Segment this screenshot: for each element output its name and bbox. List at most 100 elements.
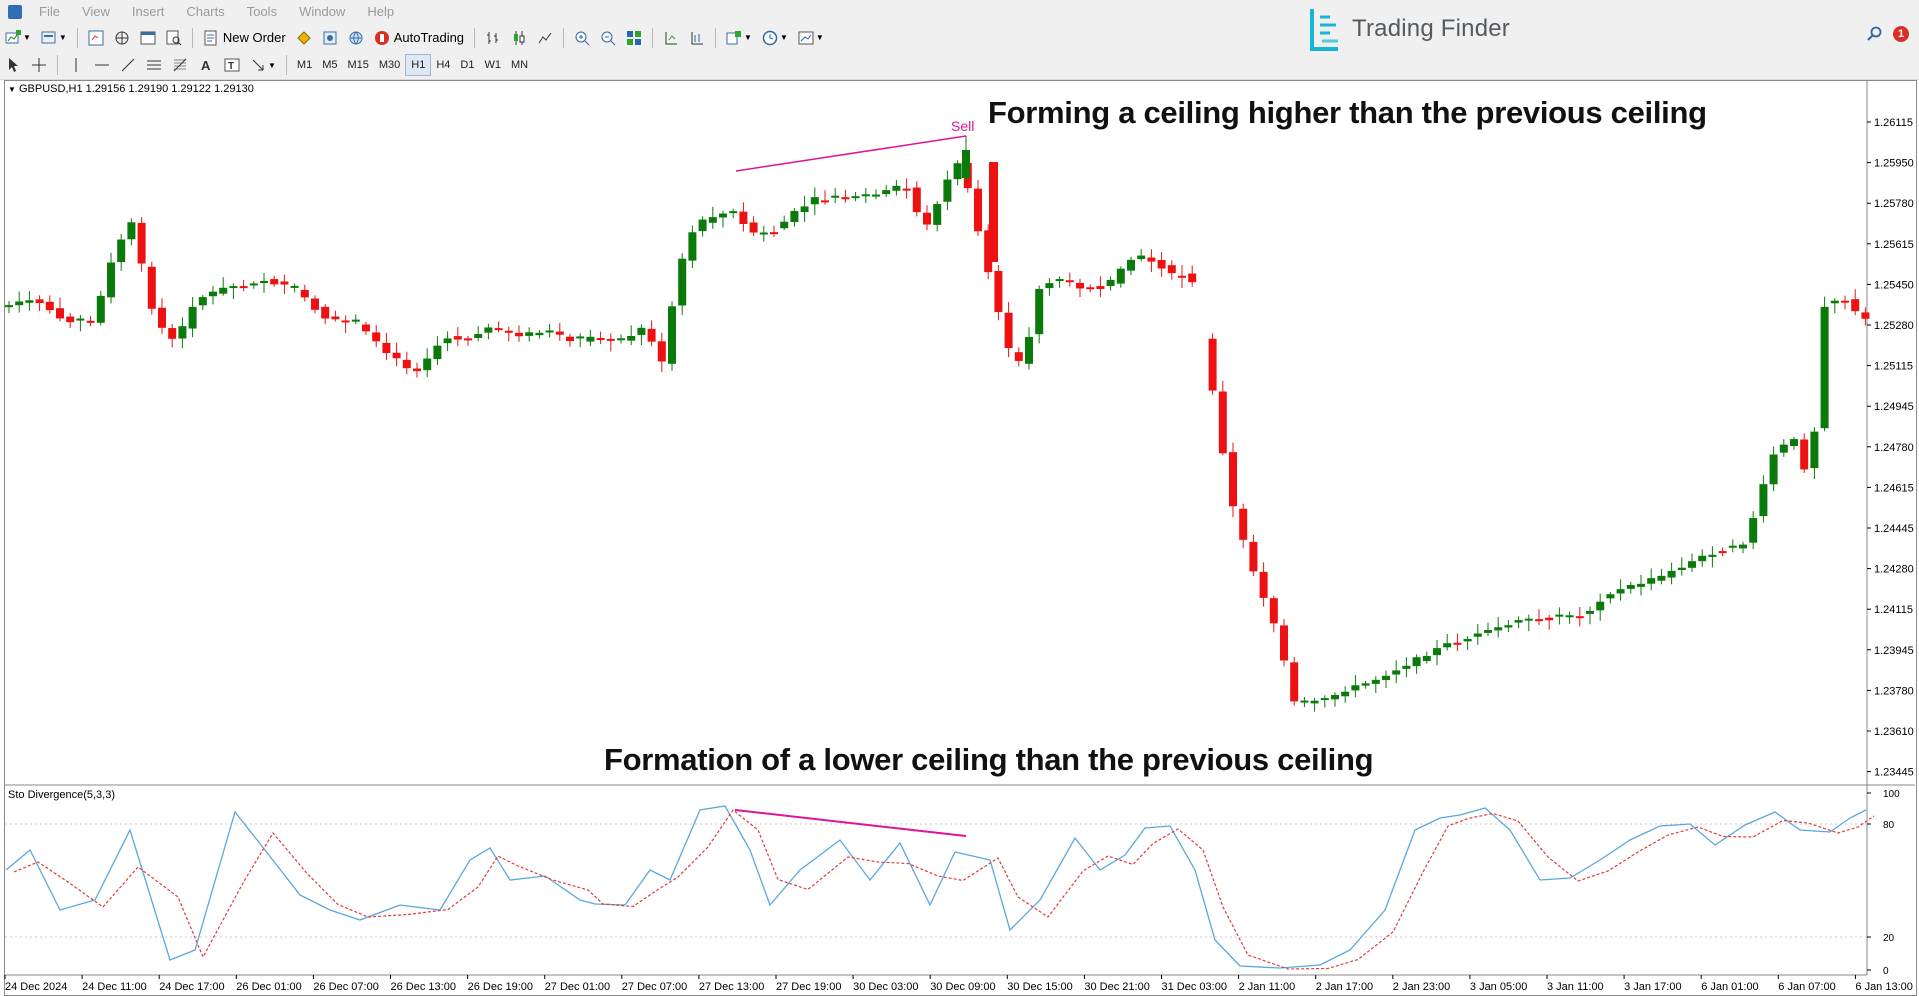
timeframe-m1-button[interactable]: M1 — [296, 59, 313, 71]
menu-charts[interactable]: Charts — [186, 4, 225, 19]
autotrading-label: AutoTrading — [393, 30, 465, 45]
cursor-button[interactable] — [2, 54, 24, 76]
arrows-button[interactable]: ▼ — [247, 54, 279, 76]
text-button[interactable]: A — [195, 54, 217, 76]
candle-body — [1178, 275, 1186, 278]
candle-body — [902, 188, 911, 191]
menu-tools[interactable]: Tools — [246, 4, 278, 19]
svg-text:T: T — [228, 61, 234, 72]
autoscroll-button[interactable] — [660, 27, 682, 49]
horizontal-line-button[interactable] — [91, 54, 113, 76]
tile-windows-button[interactable] — [623, 27, 645, 49]
candle-body — [1167, 265, 1176, 274]
candle-body — [668, 306, 676, 364]
menu-help[interactable]: Help — [367, 4, 395, 19]
signals-button[interactable] — [319, 27, 341, 49]
indicators-button[interactable]: ▼ — [723, 27, 755, 49]
indicators-icon — [726, 30, 742, 44]
fibonacci-button[interactable] — [169, 54, 191, 76]
timeframe-m15-button[interactable]: M15 — [347, 59, 369, 71]
candle-body — [1851, 299, 1860, 312]
new-chart-button[interactable]: ▼ — [2, 27, 34, 49]
candle-body — [1341, 691, 1350, 697]
candle-body — [1728, 545, 1737, 548]
vertical-line-icon — [75, 58, 77, 72]
autotrading-button[interactable]: AutoTrading — [371, 27, 467, 49]
candle-body — [1106, 279, 1115, 287]
menu-insert[interactable]: Insert — [131, 4, 165, 19]
candle-body — [188, 306, 197, 329]
timeframe-m5-button[interactable]: M5 — [322, 59, 338, 71]
new-order-button[interactable]: New Order — [200, 27, 289, 49]
candle-body — [749, 222, 758, 233]
market-watch-button[interactable] — [85, 27, 107, 49]
menu-view[interactable]: View — [81, 4, 110, 19]
metaeditor-button[interactable] — [293, 27, 315, 49]
strategy-tester-button[interactable] — [163, 27, 185, 49]
templates-button[interactable]: ▼ — [795, 27, 827, 49]
candle-body — [484, 327, 493, 333]
time-tick-label: 6 Jan 01:00 — [1701, 981, 1759, 993]
candle-body — [851, 196, 860, 199]
timeframe-mn-button[interactable]: MN — [510, 59, 529, 71]
crosshair-button[interactable] — [28, 54, 50, 76]
timeframe-h4-button[interactable]: H4 — [436, 59, 451, 71]
price-tick-label: 1.24115 — [1874, 604, 1913, 616]
terminal-icon — [140, 31, 156, 44]
candle-body — [1320, 698, 1329, 701]
crosshair-icon — [32, 58, 46, 72]
candle-body — [1096, 286, 1105, 289]
trendline-button[interactable] — [117, 54, 139, 76]
menu-file[interactable]: File — [39, 4, 60, 19]
menu-window[interactable]: Window — [299, 4, 346, 19]
drawing-toolbar: A T ▼ M1 M5 M15 M30 H1 H4 D1 W1 MN — [0, 51, 1919, 80]
periods-button[interactable]: ▼ — [759, 27, 791, 49]
candle-body — [1076, 282, 1084, 289]
profiles-button[interactable]: ▼ — [38, 27, 70, 49]
vertical-line-button[interactable] — [65, 54, 87, 76]
candle-body — [678, 258, 687, 306]
navigator-button[interactable] — [111, 27, 133, 49]
candle-body — [1290, 662, 1299, 702]
market-button[interactable] — [345, 27, 367, 49]
toolbar-separator — [715, 27, 717, 48]
candle-body — [1137, 255, 1146, 260]
bar-chart-button[interactable] — [482, 27, 504, 49]
time-tick-label: 6 Jan 07:00 — [1778, 981, 1836, 993]
candle-body — [137, 222, 146, 264]
terminal-button[interactable] — [137, 27, 159, 49]
candle-body — [1249, 541, 1258, 572]
candle-body — [1759, 484, 1768, 517]
price-tick-label: 1.25615 — [1874, 239, 1914, 251]
candle-body — [1229, 452, 1237, 507]
time-tick-label: 3 Jan 05:00 — [1470, 981, 1528, 993]
notification-badge[interactable]: 1 — [1893, 26, 1909, 42]
timeframe-d1-button[interactable]: D1 — [460, 59, 475, 71]
candlestick-button[interactable] — [508, 27, 530, 49]
search-icon[interactable] — [1867, 26, 1883, 42]
candle-body — [56, 308, 64, 319]
candle-body — [1657, 575, 1666, 581]
chart-shift-button[interactable] — [686, 27, 708, 49]
zoom-in-button[interactable] — [571, 27, 593, 49]
candle-body — [331, 316, 340, 320]
timeframe-w1-button[interactable]: W1 — [484, 59, 501, 71]
toolbar-separator — [563, 27, 565, 48]
candle-body — [1861, 312, 1870, 319]
candle-body — [433, 345, 442, 360]
candle-body — [1575, 616, 1584, 619]
zoom-out-button[interactable] — [597, 27, 619, 49]
app-icon — [8, 5, 22, 19]
channel-button[interactable] — [143, 54, 165, 76]
text-label-button[interactable]: T — [221, 54, 243, 76]
line-chart-button[interactable] — [534, 27, 556, 49]
candle-body — [1147, 257, 1156, 262]
timeframe-h1-button[interactable]: H1 — [405, 54, 432, 76]
candle-body — [719, 213, 727, 218]
timeframe-m30-button[interactable]: M30 — [378, 59, 401, 71]
chart-window[interactable] — [4, 80, 1917, 996]
candle-body — [1310, 700, 1319, 704]
candle-body — [1555, 614, 1564, 617]
candle-body — [1769, 454, 1778, 485]
